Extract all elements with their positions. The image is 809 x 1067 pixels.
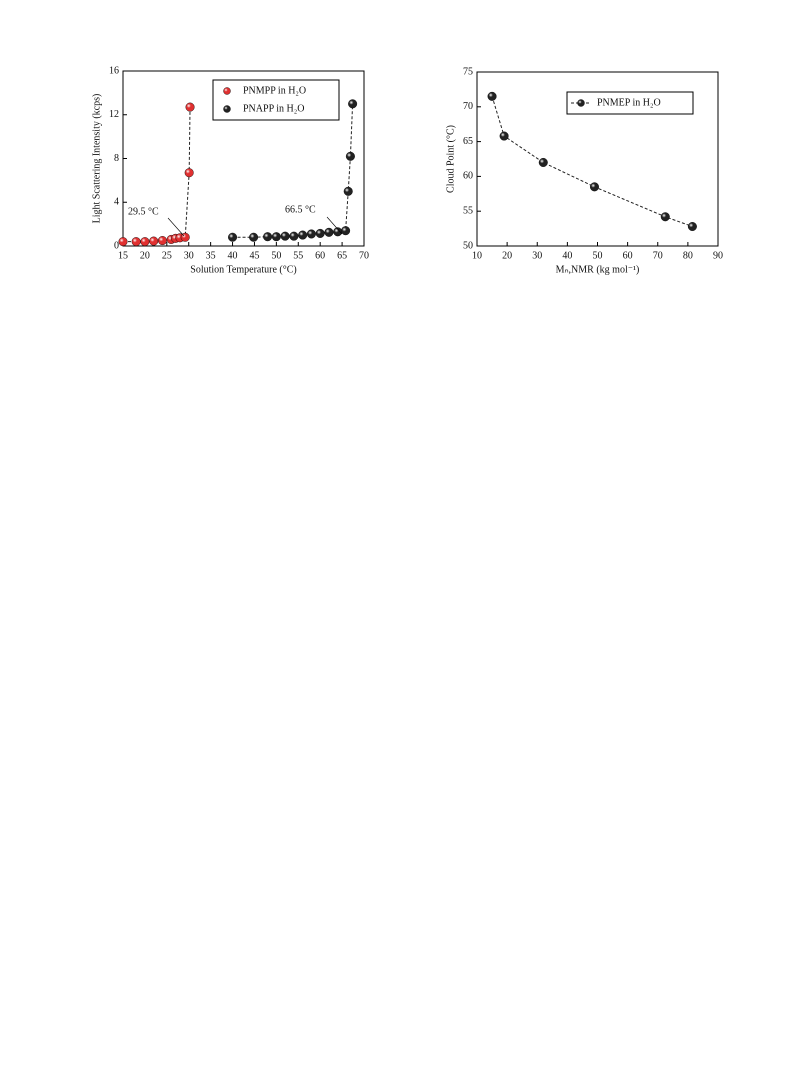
data-point xyxy=(263,232,273,242)
x-tick-label: 50 xyxy=(593,250,603,261)
y-tick-label: 60 xyxy=(463,171,473,182)
x-tick-label: 45 xyxy=(249,250,259,261)
data-point xyxy=(306,229,316,239)
x-tick-label: 20 xyxy=(502,250,512,261)
data-point xyxy=(324,227,334,237)
data-point xyxy=(298,230,308,240)
annotation-leader xyxy=(326,216,343,235)
data-point xyxy=(315,228,325,238)
y-axis-label: Light Scattering Intensity (kcps) xyxy=(91,94,102,224)
x-tick-label: 65 xyxy=(337,250,347,261)
y-tick-label: 0 xyxy=(114,240,119,251)
x-tick-label: 60 xyxy=(623,250,633,261)
legend-label: PNAPP in H₂O xyxy=(243,103,304,114)
data-point xyxy=(348,99,358,109)
data-point xyxy=(660,212,670,222)
y-tick-label: 55 xyxy=(463,205,473,216)
x-tick-label: 40 xyxy=(228,250,238,261)
y-tick-label: 12 xyxy=(109,109,119,120)
trend-line xyxy=(232,103,354,238)
x-tick-label: 15 xyxy=(118,250,128,261)
data-point xyxy=(341,226,351,236)
y-tick-label: 50 xyxy=(463,240,473,251)
data-point xyxy=(149,236,159,246)
data-point xyxy=(249,232,259,242)
data-point xyxy=(157,236,167,246)
legend-box xyxy=(212,79,340,121)
y-axis-label: Cloud Point (°C) xyxy=(445,125,456,193)
legend-marker xyxy=(223,87,231,95)
annotation-leader xyxy=(167,217,185,237)
x-tick-label: 40 xyxy=(562,250,572,261)
legend-label: PNMPP in H₂O xyxy=(243,85,306,96)
x-tick-label: 80 xyxy=(683,250,693,261)
data-point xyxy=(343,186,353,196)
legend-label: PNMEP in H₂O xyxy=(597,97,661,108)
y-tick-label: 75 xyxy=(463,66,473,77)
data-point xyxy=(538,157,548,167)
data-point xyxy=(228,232,238,242)
data-point xyxy=(118,237,128,247)
x-tick-label: 90 xyxy=(713,250,723,261)
x-tick-label: 55 xyxy=(293,250,303,261)
x-tick-label: 10 xyxy=(472,250,482,261)
trend-line xyxy=(123,107,191,243)
x-tick-label: 35 xyxy=(206,250,216,261)
data-point xyxy=(589,182,599,192)
y-tick-label: 70 xyxy=(463,101,473,112)
legend-marker xyxy=(577,99,585,107)
y-tick-label: 8 xyxy=(114,153,119,164)
x-axis-label: Solution Temperature (°C) xyxy=(190,264,296,275)
y-tick-label: 16 xyxy=(109,65,119,76)
data-point xyxy=(487,91,497,101)
x-tick-label: 50 xyxy=(271,250,281,261)
x-tick-label: 70 xyxy=(359,250,369,261)
trend-line xyxy=(491,96,693,227)
y-tick-label: 65 xyxy=(463,136,473,147)
x-tick-label: 60 xyxy=(315,250,325,261)
x-tick-label: 30 xyxy=(184,250,194,261)
data-point xyxy=(687,222,697,232)
data-point xyxy=(345,151,355,161)
data-point xyxy=(184,168,194,178)
x-tick-label: 25 xyxy=(162,250,172,261)
legend-box xyxy=(566,91,694,115)
data-point xyxy=(185,102,195,112)
data-point xyxy=(280,231,290,241)
data-point xyxy=(289,231,299,241)
data-point xyxy=(271,232,281,242)
data-point xyxy=(140,237,150,247)
x-tick-label: 20 xyxy=(140,250,150,261)
legend-marker xyxy=(223,105,231,113)
x-tick-label: 70 xyxy=(653,250,663,261)
annotation: 29.5 °C xyxy=(128,206,159,217)
annotation: 66.5 °C xyxy=(285,204,316,215)
y-tick-label: 4 xyxy=(114,197,119,208)
data-point xyxy=(499,131,509,141)
data-point xyxy=(131,237,141,247)
x-tick-label: 30 xyxy=(532,250,542,261)
x-axis-label: Mₙ,NMR (kg mol⁻¹) xyxy=(556,264,640,275)
